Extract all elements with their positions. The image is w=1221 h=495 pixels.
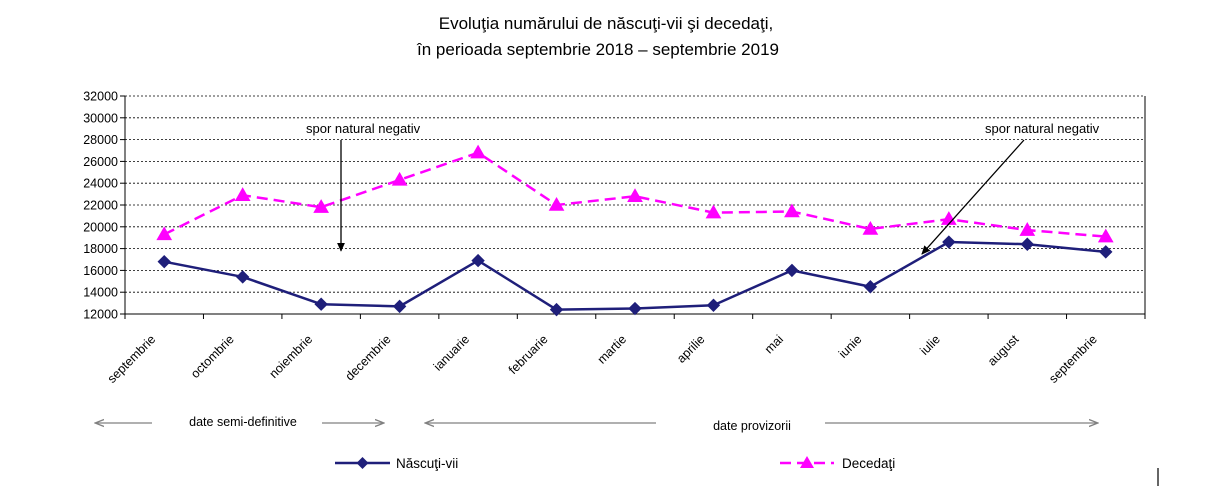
legend-marker-decedati <box>800 456 814 468</box>
y-tick-label: 12000 <box>83 308 118 322</box>
data-point-nascuti <box>157 254 171 269</box>
x-tick-label: septembrie <box>1046 332 1100 386</box>
period-labels: date semi-definitive date provizorii <box>96 415 1097 433</box>
data-point-nascuti <box>706 298 721 312</box>
data-point-decedati <box>313 199 330 213</box>
chart-title: Evoluţia numărului de născuţi-vii şi dec… <box>439 14 774 33</box>
annotation-label: spor natural negativ <box>306 121 421 136</box>
x-tick-label: iunie <box>836 332 865 361</box>
legend-label: Născuţi-vii <box>396 456 458 471</box>
series-line-1 <box>163 240 1106 311</box>
x-tick-label: aprilie <box>674 332 708 366</box>
data-point-decedati <box>784 203 800 218</box>
y-tick-label: 32000 <box>83 90 118 104</box>
data-point-nascuti <box>863 280 878 294</box>
data-point-nascuti <box>235 270 250 284</box>
x-tick-label: februarie <box>506 332 551 377</box>
grid <box>125 95 1145 293</box>
data-point-nascuti <box>628 301 642 316</box>
x-axis: septembrie octombrie noiembrie decembrie ian… <box>105 314 1146 386</box>
x-tick-label: noiembrie <box>267 332 316 381</box>
y-tick-label: 18000 <box>83 242 118 256</box>
data-point-nascuti <box>314 297 328 311</box>
data-point-decedati <box>234 187 251 201</box>
legend-marker-nascuti <box>356 457 369 469</box>
data-point-nascuti <box>549 302 564 317</box>
x-tick-label: mai <box>762 332 786 356</box>
data-point-decedati <box>470 144 486 159</box>
legend: Născuţi-vii Decedaţi <box>335 456 895 471</box>
data-point-nascuti <box>942 235 956 249</box>
y-tick-label: 24000 <box>83 177 118 191</box>
annotation-label: spor natural negativ <box>985 121 1100 136</box>
data-point-nascuti <box>1020 237 1035 251</box>
legend-label: Decedaţi <box>842 456 895 471</box>
data-point-decedati <box>1097 228 1114 243</box>
annotation-arrow <box>921 139 1025 255</box>
data-point-decedati <box>1019 222 1036 236</box>
x-tick-label: martie <box>595 332 629 366</box>
data-point-decedati <box>627 188 643 203</box>
data-point-decedati <box>391 171 408 186</box>
data-point-nascuti <box>1099 245 1113 259</box>
y-axis: 12000 14000 16000 18000 20000 22000 24000 26000… <box>83 90 125 322</box>
data-point-nascuti <box>471 253 485 268</box>
x-tick-label: ianuarie <box>431 332 472 373</box>
y-tick-label: 22000 <box>83 199 118 213</box>
x-tick-label: iulie <box>917 332 943 358</box>
x-tick-label: august <box>985 332 1022 369</box>
data-point-decedati <box>156 226 173 241</box>
y-tick-label: 26000 <box>83 155 118 169</box>
y-tick-label: 14000 <box>83 286 118 300</box>
plot-area <box>156 144 1114 317</box>
y-tick-label: 28000 <box>83 133 118 147</box>
data-point-decedati <box>862 220 879 235</box>
data-point-nascuti <box>785 263 799 278</box>
y-tick-label: 30000 <box>83 111 118 125</box>
period-label: date provizorii <box>713 419 791 433</box>
y-tick-label: 20000 <box>83 220 118 234</box>
period-label: date semi-definitive <box>189 415 297 429</box>
y-tick-label: 16000 <box>83 264 118 278</box>
chart-subtitle: în perioada septembrie 2018 – septembrie… <box>416 40 779 59</box>
x-tick-label: octombrie <box>188 332 237 381</box>
data-point-nascuti <box>392 299 407 314</box>
data-point-decedati <box>705 204 722 219</box>
annotations: spor natural negativ spor natural negativ <box>306 121 1100 255</box>
x-tick-label: decembrie <box>343 332 394 383</box>
x-tick-label: septembrie <box>105 332 159 386</box>
data-point-decedati <box>548 196 565 211</box>
